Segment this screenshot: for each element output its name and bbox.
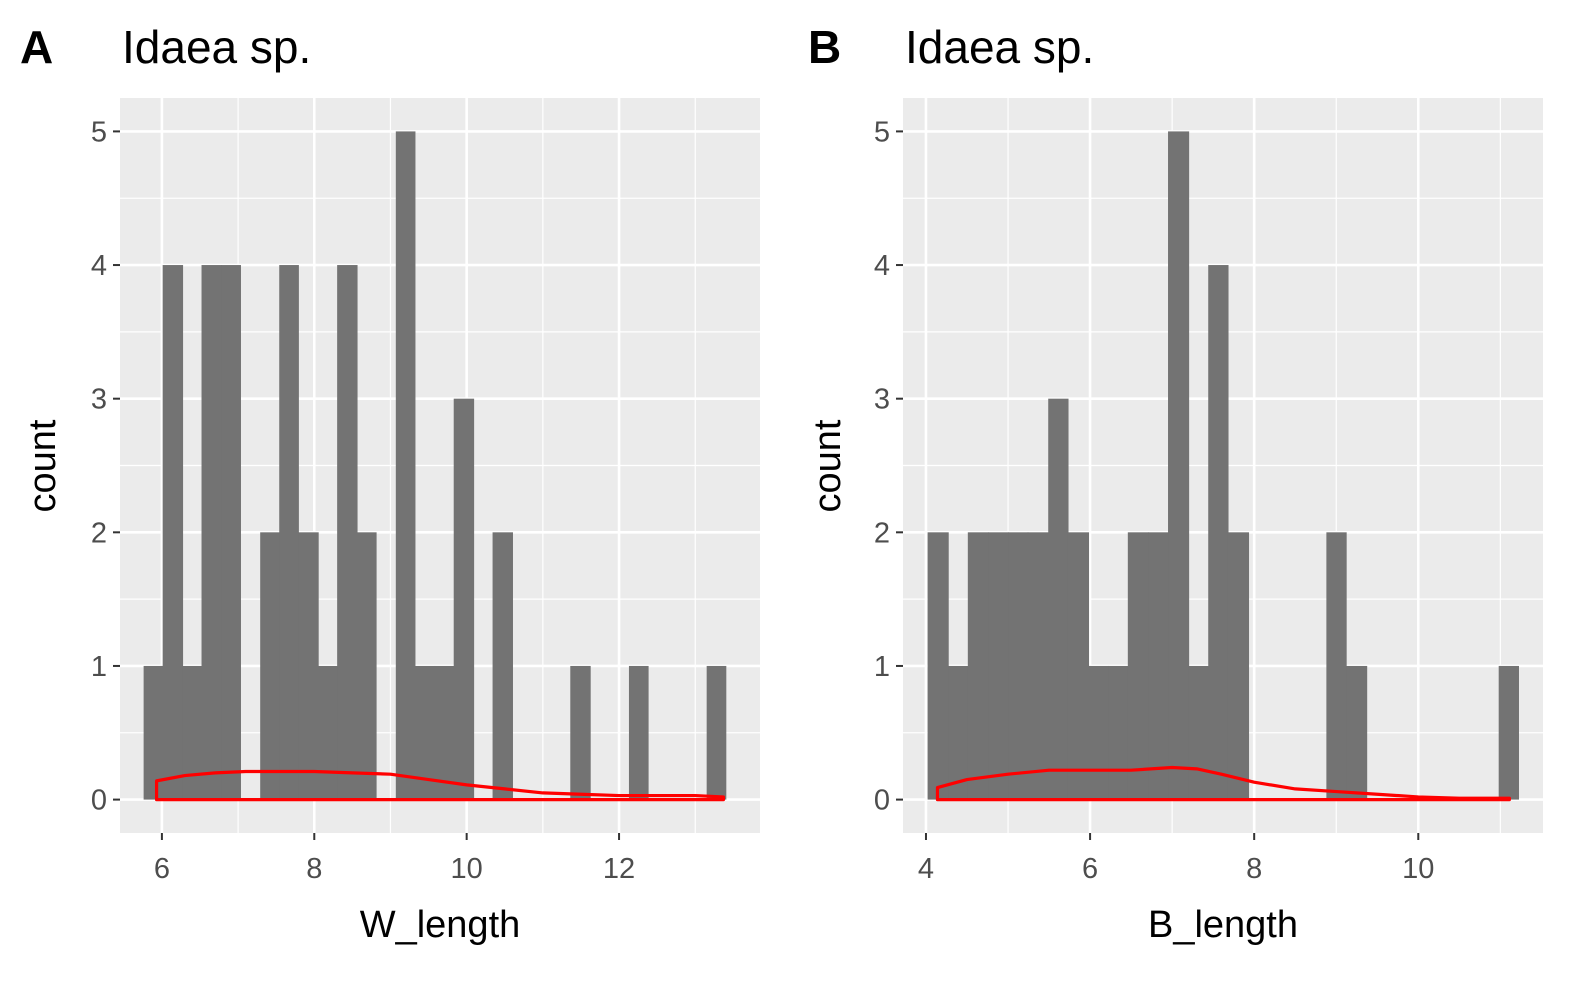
x-axis-title: B_length [1148, 904, 1298, 946]
y-axis-title: count [807, 419, 849, 512]
chart-title: Idaea sp. [122, 21, 311, 73]
chart-title: Idaea sp. [905, 21, 1094, 73]
x-tick-label: 10 [1402, 853, 1434, 885]
x-tick-label: 4 [918, 853, 934, 885]
plot-area [903, 98, 1543, 833]
histogram-bar [260, 532, 280, 800]
histogram-bar [162, 265, 184, 800]
y-tick-label: 5 [874, 116, 890, 148]
y-tick-label: 1 [874, 651, 890, 683]
y-tick-label: 2 [874, 517, 890, 549]
y-tick-label: 5 [91, 116, 107, 148]
y-tick-label: 3 [91, 384, 107, 416]
plot-area [120, 98, 760, 833]
histogram-bar [570, 665, 591, 800]
histogram-bar [1048, 398, 1069, 800]
y-tick-label: 1 [91, 651, 107, 683]
y-tick-label: 4 [874, 250, 890, 282]
histogram-bar [948, 665, 969, 800]
histogram-bar [492, 532, 513, 800]
histogram-bar [1227, 532, 1250, 800]
histogram-bar [1498, 665, 1519, 800]
histogram-bar [927, 532, 949, 800]
histogram-bar [414, 665, 436, 800]
histogram-bar [1108, 665, 1129, 800]
density-curve [935, 765, 1511, 802]
y-tick-label: 4 [91, 250, 107, 282]
histogram-bar [706, 665, 727, 800]
histogram-bar [1346, 665, 1368, 800]
histogram-bar [1188, 665, 1209, 800]
x-tick-label: 6 [154, 853, 170, 885]
x-axis-title: W_length [360, 904, 521, 946]
y-tick-label: 0 [874, 785, 890, 817]
histogram-bar [1326, 532, 1347, 800]
histogram-bar [1008, 532, 1029, 800]
histogram-bar [453, 398, 475, 800]
histogram-bar [221, 265, 241, 800]
histogram-bar [1208, 265, 1229, 800]
y-tick-label: 0 [91, 785, 107, 817]
panel-tag: A [20, 21, 53, 73]
panel-tag: B [808, 21, 841, 73]
histogram-bar [182, 665, 203, 800]
histogram-bar [201, 265, 222, 800]
histogram-bar [1027, 532, 1049, 800]
y-tick-label: 3 [874, 384, 890, 416]
histogram-bar [356, 532, 377, 800]
histogram-bar [318, 665, 338, 800]
histogram-bar [1168, 131, 1190, 800]
y-tick-label: 2 [91, 517, 107, 549]
density-curve [154, 769, 726, 802]
x-tick-label: 6 [1082, 853, 1098, 885]
y-axis-title: count [22, 419, 64, 512]
histogram-bar [988, 532, 1009, 800]
histogram-bar [1067, 532, 1090, 800]
histogram-bar [628, 665, 649, 800]
x-tick-label: 8 [306, 853, 322, 885]
histogram-bar [298, 532, 319, 800]
histogram-bar [967, 532, 989, 800]
histogram-bar [143, 665, 164, 800]
histogram-bar [434, 665, 455, 800]
x-tick-label: 8 [1246, 853, 1262, 885]
x-tick-label: 10 [451, 853, 483, 885]
histogram-bar [395, 131, 416, 800]
histogram-bar [1088, 665, 1109, 800]
x-tick-label: 12 [603, 853, 635, 885]
panel-b: B Idaea sp. count B_length 0 1 2 3 4 5 4 6 8 10 [807, 21, 1543, 946]
histogram-bar [1127, 532, 1149, 800]
histogram-bar [1148, 532, 1169, 800]
histogram-bar [337, 265, 358, 800]
histogram-bar [279, 265, 299, 800]
